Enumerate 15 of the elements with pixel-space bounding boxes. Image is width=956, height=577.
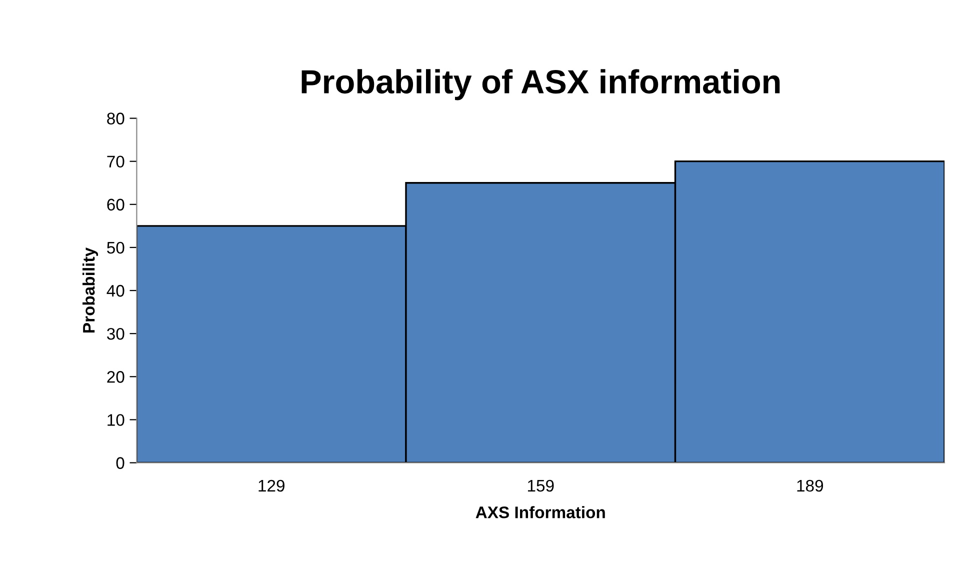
y-tick-label: 30 [107,328,124,340]
y-tick-label: 20 [107,371,124,383]
x-tick-label: 159 [528,480,554,492]
y-tick-label: 10 [108,414,124,426]
y-tick-label: 0 [116,457,124,469]
y-axis-title: Probability [82,248,98,332]
y-tick-label: 50 [107,242,124,254]
y-tick-label: 70 [107,156,124,168]
x-axis-title: AXS Information [476,506,605,518]
y-tick-label: 80 [107,112,124,124]
chart-title: Probability of ASX information [302,69,780,100]
x-tick-label: 189 [797,480,824,492]
x-tick-label: 129 [258,480,284,492]
y-tick-label: 60 [107,198,124,211]
y-tick-label: 40 [106,284,124,297]
